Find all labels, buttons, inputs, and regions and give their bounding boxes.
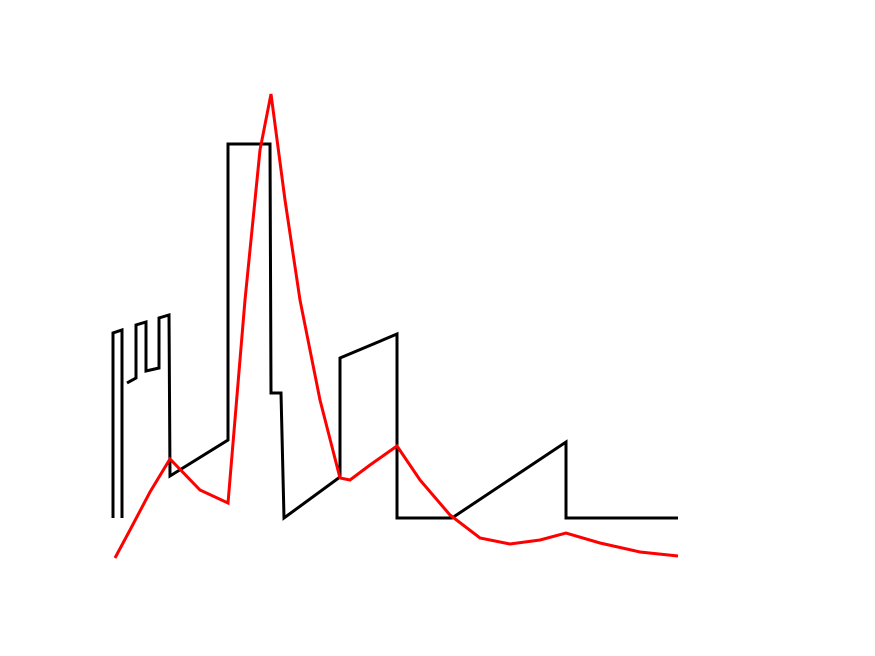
data-line <box>113 93 679 559</box>
data-line <box>111 142 678 521</box>
